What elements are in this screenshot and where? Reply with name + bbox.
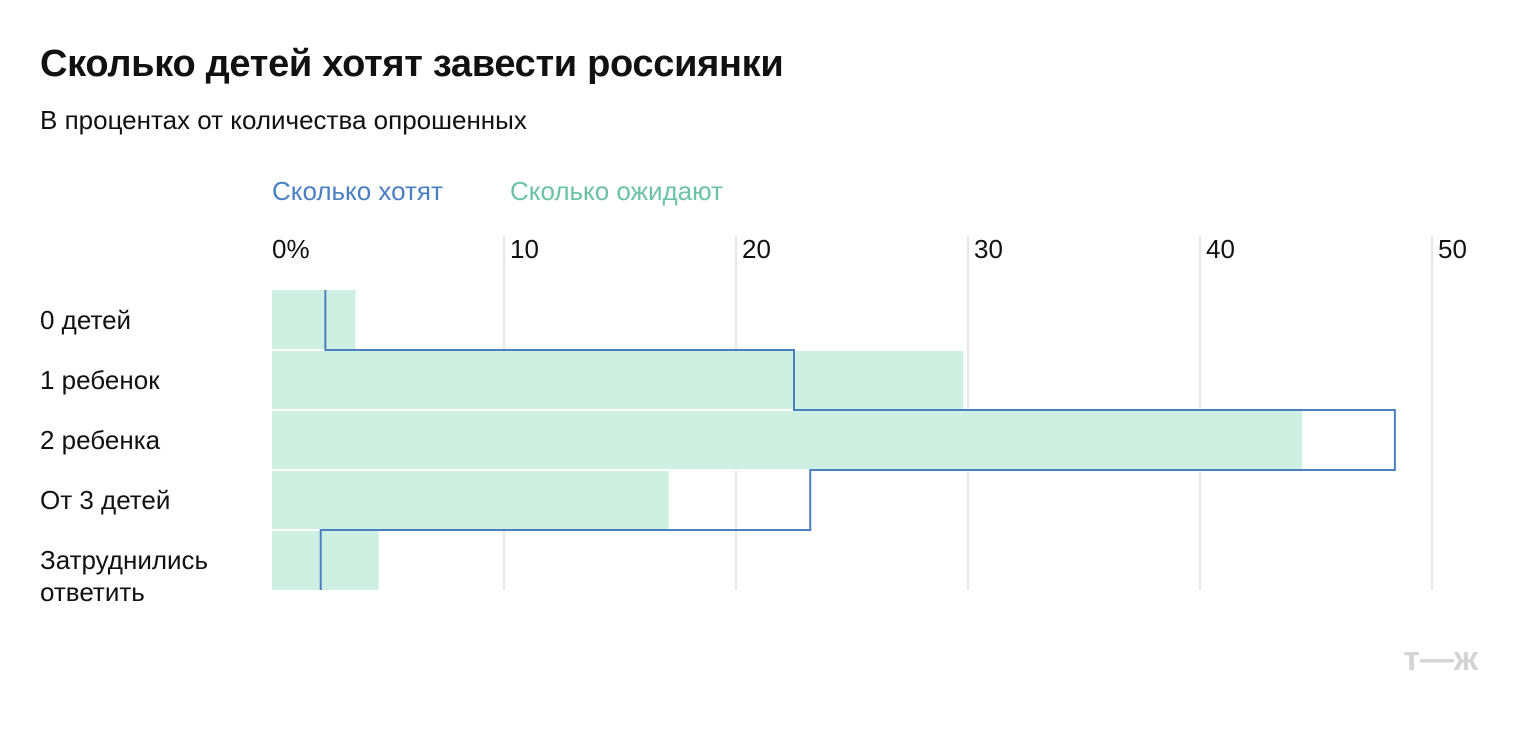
chart-title: Сколько детей хотят завести россиянки	[40, 43, 784, 85]
expect-bar	[272, 290, 356, 350]
category-labels: 0 детей 1 ребенок 2 ребенка От 3 детей Затру…	[40, 305, 208, 607]
category-label: От 3 детей	[40, 485, 170, 515]
expect-bar	[272, 350, 964, 410]
category-label: 0 детей	[40, 305, 131, 335]
legend: Сколько хотят Сколько ожидают	[272, 176, 723, 206]
x-tick-label: 10	[510, 234, 539, 264]
brand-logo: т—ж	[1403, 640, 1479, 678]
want-step-line-group	[319, 290, 1396, 590]
x-tick-label: 40	[1206, 234, 1235, 264]
x-tick-label: 30	[974, 234, 1003, 264]
chart-subtitle: В процентах от количества опрошенных	[40, 105, 527, 135]
x-tick-label: 20	[742, 234, 771, 264]
expect-bar	[272, 470, 669, 530]
x-axis-ticks: 0% 10 20 30 40 50	[272, 234, 1467, 264]
expect-bar	[272, 530, 379, 590]
legend-expect-label: Сколько ожидают	[510, 176, 723, 206]
legend-want-label: Сколько хотят	[272, 176, 443, 206]
x-tick-label: 50	[1438, 234, 1467, 264]
category-label: Затруднились ответить	[40, 545, 208, 607]
want-step-line	[319, 290, 1396, 590]
expect-bar	[272, 410, 1303, 470]
expect-bars	[272, 290, 1303, 590]
category-label: 2 ребенка	[40, 425, 161, 455]
x-tick-label: 0%	[272, 234, 310, 264]
category-label: 1 ребенок	[40, 365, 160, 395]
